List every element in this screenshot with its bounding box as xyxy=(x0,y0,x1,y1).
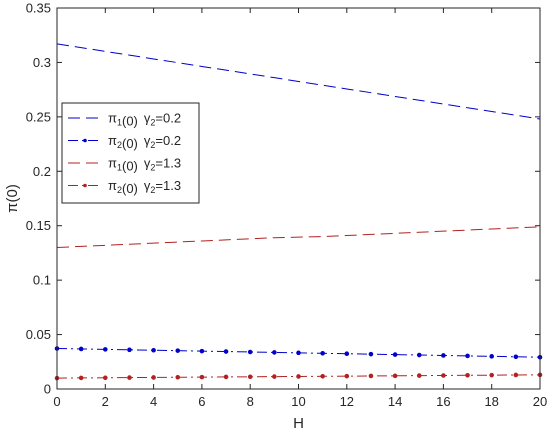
series-point-2 xyxy=(151,347,156,353)
series-line-3 xyxy=(56,226,541,248)
series-point-2 xyxy=(513,354,519,360)
legend-label-part: (0) xyxy=(122,114,138,129)
series-point-4 xyxy=(127,375,132,380)
series-point-4 xyxy=(392,373,398,379)
series-point-2 xyxy=(199,348,205,354)
x-tick-label: 0 xyxy=(53,394,60,409)
x-tick-label: 12 xyxy=(340,394,354,409)
legend-label-part: π xyxy=(108,178,117,193)
y-tick-label: 0 xyxy=(44,382,51,397)
legend-label-part: γ xyxy=(144,178,151,193)
series-point-4 xyxy=(175,374,181,380)
series-point-4 xyxy=(223,374,229,380)
legend-label-part: γ xyxy=(144,133,151,148)
series-point-2 xyxy=(223,349,229,354)
legend-label-part: 1 xyxy=(117,163,122,173)
series-point-4 xyxy=(513,372,519,378)
legend-label-part: π xyxy=(108,133,117,148)
series-point-2 xyxy=(320,350,325,356)
legend-label-part: (0) xyxy=(122,181,138,196)
legend-label-part: 1 xyxy=(117,118,122,128)
series-point-2 xyxy=(272,350,277,355)
legend-label-part: =0.2 xyxy=(155,111,181,126)
legend-label-part: γ xyxy=(144,111,151,126)
legend-label-part: π xyxy=(108,111,117,126)
legend-label-part: π xyxy=(108,156,117,171)
series-point-2 xyxy=(127,347,132,353)
y-tick-label: 0.25 xyxy=(26,109,51,124)
y-tick-label: 0.3 xyxy=(33,55,51,70)
y-tick-label: 0.1 xyxy=(33,273,51,288)
x-tick-label: 10 xyxy=(291,394,305,409)
legend-label-part: 2 xyxy=(117,185,122,195)
legend-label-part: =0.2 xyxy=(155,133,181,148)
x-tick-label: 2 xyxy=(102,394,109,409)
legend-marker xyxy=(83,138,87,143)
legend-label-part: (0) xyxy=(122,159,138,174)
series-point-4 xyxy=(344,373,350,379)
series-point-4 xyxy=(103,375,108,381)
series-point-4 xyxy=(489,372,495,378)
x-tick-label: 8 xyxy=(247,394,254,409)
series-point-4 xyxy=(247,374,253,380)
x-tick-label: 18 xyxy=(484,394,498,409)
series-point-4 xyxy=(465,372,470,378)
x-tick-label: 20 xyxy=(533,394,547,409)
legend-label-part: 2 xyxy=(150,140,155,150)
legend-label-part: 2 xyxy=(117,140,122,150)
series-layer xyxy=(54,43,543,381)
series-point-2 xyxy=(78,346,84,352)
x-tick-label: 6 xyxy=(198,394,205,409)
y-axis-label: π(0) xyxy=(4,184,21,213)
legend-label-part: =1.3 xyxy=(155,178,181,193)
legend-label-part: 2 xyxy=(150,163,155,173)
series-point-4 xyxy=(199,374,205,380)
series-point-4 xyxy=(441,373,446,378)
series-point-2 xyxy=(465,353,470,359)
series-point-2 xyxy=(296,350,301,356)
y-tick-label: 0.15 xyxy=(26,218,51,233)
legend-label-part: γ xyxy=(144,156,151,171)
series-point-2 xyxy=(247,349,253,355)
axis-layer: 0 2 4 6 8 10 12 14 16 18 2000.050.10.150.20.250.30… xyxy=(26,1,548,410)
series-point-4 xyxy=(296,374,301,379)
legend-entry-label: π1(0) γ2=0.2 xyxy=(108,111,181,129)
series-point-4 xyxy=(368,373,374,379)
series-point-4 xyxy=(151,375,156,380)
legend-entry-label: π2(0) γ2=1.3 xyxy=(108,178,181,196)
series-point-2 xyxy=(489,354,495,359)
legend-label-part: 2 xyxy=(150,118,155,128)
x-axis-label: H xyxy=(293,415,304,432)
legend-label-part: 2 xyxy=(150,185,155,195)
legend-marker xyxy=(83,183,87,188)
x-tick-label: 16 xyxy=(436,394,450,409)
series-point-2 xyxy=(441,353,446,358)
legend: π1(0) γ2=0.2π2(0) γ2=0.2π1(0) γ2=1.3π2(0) γ2… xyxy=(61,102,200,204)
series-point-4 xyxy=(78,375,84,381)
series-point-2 xyxy=(368,351,374,357)
legend-label-part: (0) xyxy=(122,136,138,151)
x-tick-label: 4 xyxy=(150,394,157,409)
series-point-2 xyxy=(416,352,422,358)
series-point-2 xyxy=(103,347,108,352)
x-tick-label: 14 xyxy=(388,394,402,409)
series-point-2 xyxy=(392,352,398,357)
series-point-2 xyxy=(344,351,350,357)
y-tick-label: 0.2 xyxy=(33,164,51,179)
series-line-1 xyxy=(56,43,541,120)
series-point-4 xyxy=(320,373,325,379)
legend-entry-label: π2(0) γ2=0.2 xyxy=(108,133,181,151)
series-point-4 xyxy=(416,373,422,378)
legend-label-part: =1.3 xyxy=(155,156,181,171)
series-point-4 xyxy=(272,374,277,379)
series-point-2 xyxy=(175,348,181,353)
y-tick-label: 0.35 xyxy=(26,1,51,16)
y-tick-label: 0.05 xyxy=(26,327,51,342)
legend-entry-label: π1(0) γ2=1.3 xyxy=(108,156,181,174)
